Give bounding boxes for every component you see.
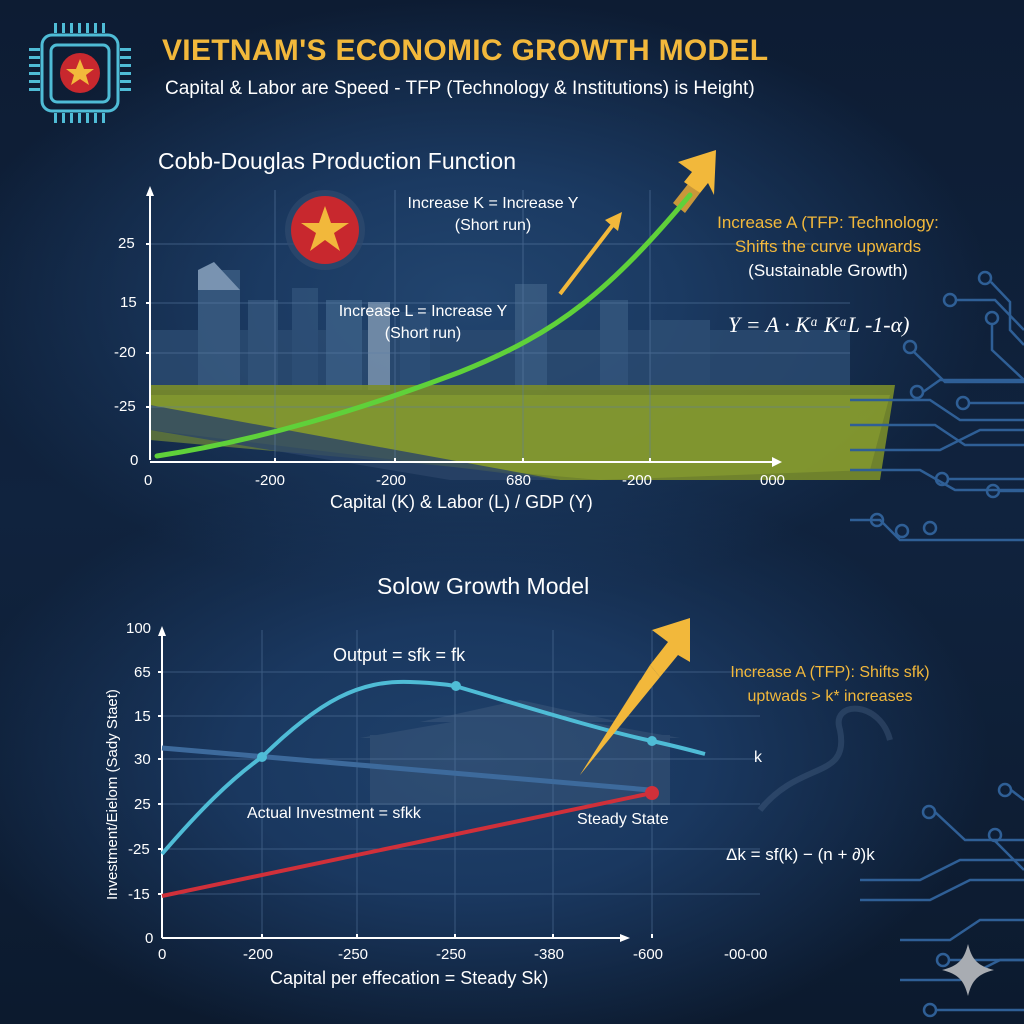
bottom-x-tick: -200 [243, 946, 274, 963]
bottom-y-tick: 15 [134, 708, 151, 725]
note-increase-k: Increase K = Increase Y (Short run) [388, 193, 598, 237]
bottom-y-tick: 25 [134, 796, 151, 813]
top-y-tick: 15 [120, 294, 137, 311]
bottom-chart-title: Solow Growth Model [377, 573, 590, 599]
top-x-tick: 000 [760, 472, 786, 489]
circuit-traces-icon [850, 270, 1024, 1018]
top-y-tick: 25 [118, 235, 135, 252]
production-curve [154, 192, 693, 459]
top-x-tick: -200 [255, 472, 286, 489]
bottom-x-tick: -00-00 [724, 946, 768, 963]
investment-line-label: Actual Investment = sfkk [247, 805, 421, 822]
top-x-tick: -200 [622, 472, 653, 489]
note-line: Increase K = Increase Y [407, 195, 579, 212]
bottom-y-tick: 0 [145, 930, 154, 947]
top-chart-title: Cobb-Douglas Production Function [158, 148, 516, 174]
bottom-y-tick: -15 [128, 886, 150, 903]
bottom-y-tick: 30 [134, 751, 151, 768]
bottom-y-tick: 65 [134, 664, 151, 681]
dragon-silhouette-icon [757, 705, 893, 812]
short-run-arrow-icon [558, 220, 617, 296]
bottom-x-tick: -380 [534, 946, 565, 963]
output-curve-label: Output = sfk = fk [333, 645, 466, 665]
top-x-tick: -200 [376, 472, 407, 489]
k-label: k [754, 749, 762, 766]
top-y-tick: -20 [114, 344, 136, 361]
top-x-axis-label: Capital (K) & Labor (L) / GDP (Y) [330, 492, 593, 512]
bottom-y-tick: 100 [126, 620, 152, 637]
note-tfp-shift: Increase A (TFP): Shifts sfk) uptwads > … [680, 661, 980, 709]
top-x-tick: 680 [506, 472, 532, 489]
top-y-tick: 0 [130, 452, 139, 469]
steady-state-label: Steady State [577, 811, 669, 828]
note-increase-a: Increase A (TFP: Technology: Shifts the … [688, 211, 968, 283]
sparkle-icon [942, 944, 994, 996]
note-line: (Short run) [454, 217, 532, 234]
steady-state-point [645, 786, 659, 800]
note-line: uptwads > k* increases [747, 688, 913, 705]
bottom-x-axis-label: Capital per effecation = Steady Sk) [270, 968, 549, 988]
bottom-x-tick: -600 [633, 946, 664, 963]
depreciation-line [161, 745, 651, 793]
top-x-tick: 0 [144, 472, 153, 489]
solow-formula: Δk = sf(k) − (n + ∂)k [726, 845, 875, 864]
investment-line [161, 791, 653, 898]
bottom-x-tick: -250 [436, 946, 467, 963]
bottom-y-tick: -25 [128, 841, 150, 858]
chip-with-star-icon [29, 23, 131, 123]
bottom-y-axis-label: Investment/Eielom (Sady Staet) [104, 689, 121, 900]
city-skyline-icon [150, 262, 850, 390]
tfp-shift-arrow-icon [580, 618, 690, 775]
note-line: (Short run) [384, 325, 462, 342]
bottom-x-tick: -250 [338, 946, 369, 963]
note-line: Shifts the curve upwards [734, 237, 922, 256]
bottom-x-tick: 0 [158, 946, 167, 963]
note-line: Increase A (TFP): Shifts sfk) [730, 664, 930, 681]
note-line: (Sustainable Growth) [748, 261, 908, 280]
note-line: Increase L = Increase Y [338, 303, 508, 320]
top-y-tick: -25 [114, 398, 136, 415]
page-subtitle: Capital & Labor are Speed - TFP (Technol… [165, 78, 755, 99]
page-title: VIETNAM'S ECONOMIC GROWTH MODEL [162, 34, 769, 67]
cobb-douglas-formula: Y = A · Kᵅ KᵅL -1-α) [728, 312, 910, 337]
note-line: Increase A (TFP: Technology: [717, 213, 939, 232]
note-increase-l: Increase L = Increase Y (Short run) [318, 301, 528, 345]
